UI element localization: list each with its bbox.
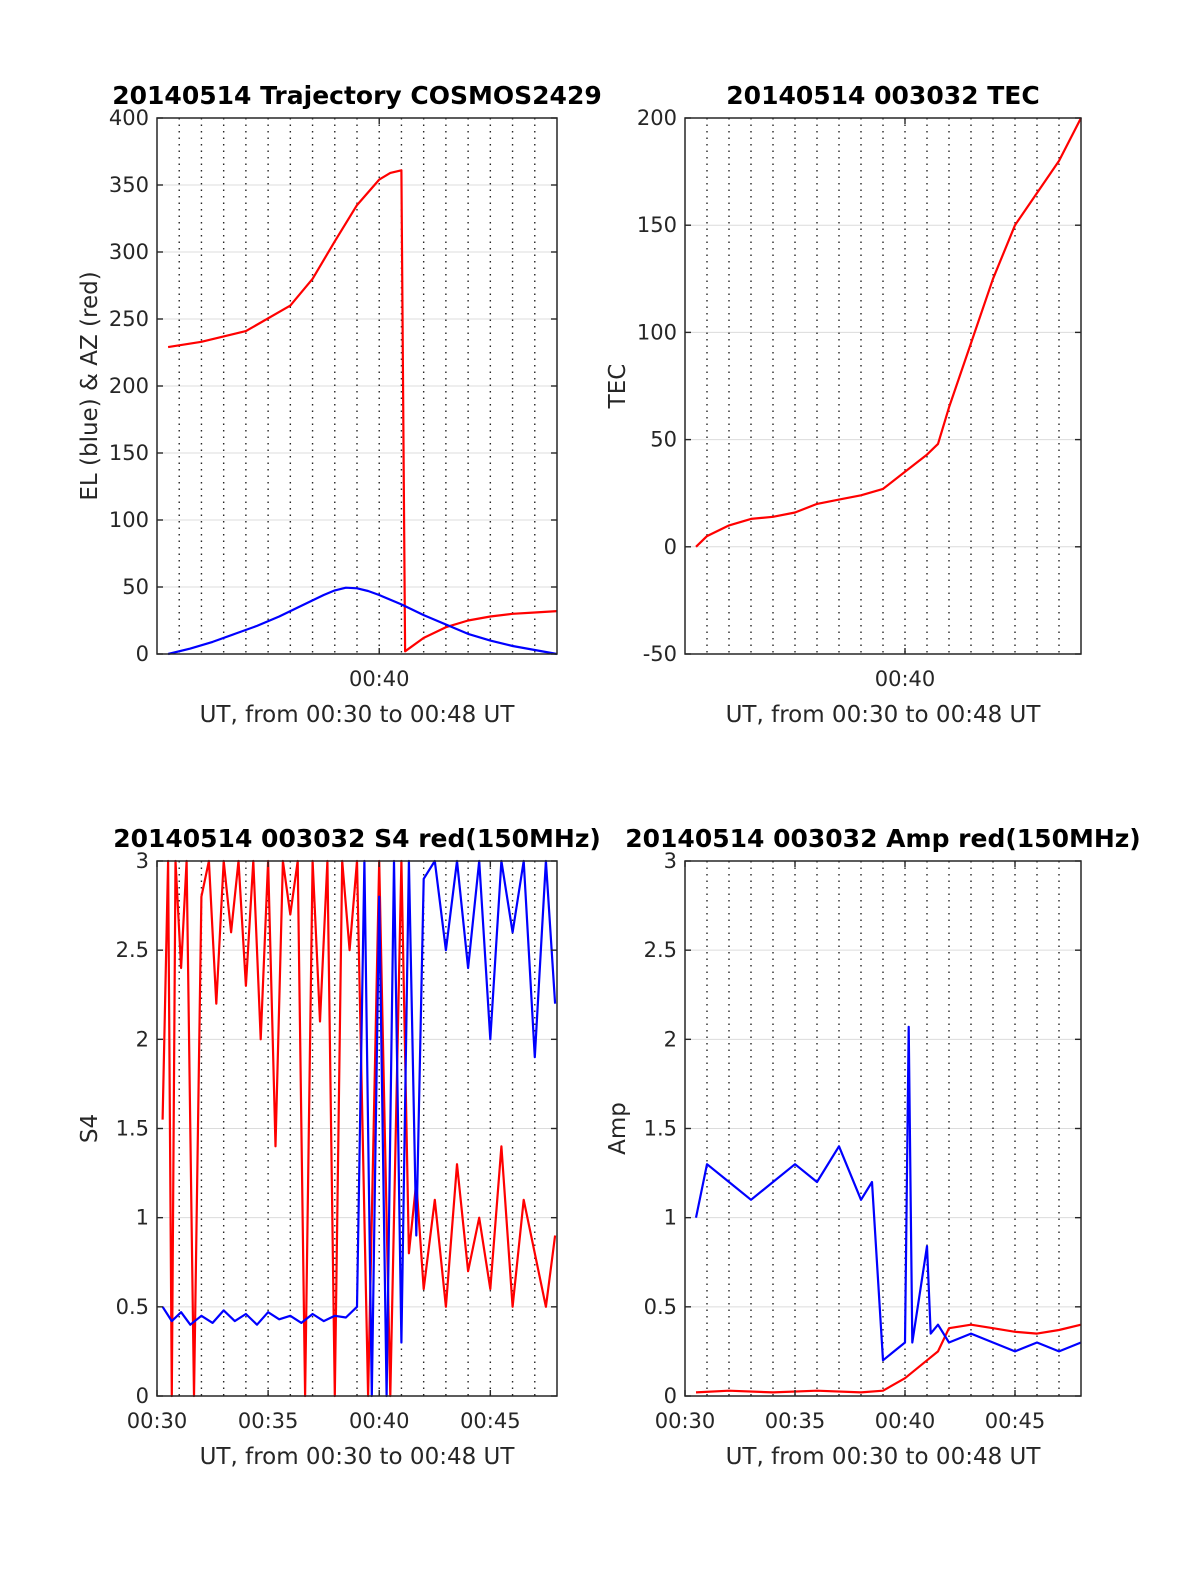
y-axis-label: Amp — [605, 1102, 631, 1155]
x-axis-label: UT, from 00:30 to 00:48 UT — [726, 702, 1042, 728]
y-tick-label: 300 — [109, 240, 149, 264]
y-tick-label: 50 — [650, 428, 677, 452]
y-tick-label: 3 — [664, 849, 677, 873]
x-axis-label: UT, from 00:30 to 00:48 UT — [200, 1444, 516, 1470]
y-tick-label: 0 — [136, 1384, 149, 1408]
y-tick-label: 0 — [664, 1384, 677, 1408]
series-lines — [167, 169, 558, 656]
ticks: 0 0.5 1 1.5 2 2.5 3 00:30 00:35 00:40 00:45 — [644, 849, 1081, 1433]
panel-amp: 0 0.5 1 1.5 2 2.5 3 00:30 00:35 00:40 00:45 201405… — [605, 824, 1141, 1470]
axes-box — [684, 117, 1082, 655]
x-tick-label: 00:40 — [875, 667, 936, 691]
panel-trajectory: 0 50 100 150 200 250 300 350 400 00:40 20140514 T… — [77, 81, 602, 728]
x-tick-label: 00:45 — [985, 1409, 1046, 1433]
y-tick-label: 100 — [109, 508, 149, 532]
ticks: 0 50 100 150 200 250 300 350 400 00:40 — [109, 106, 557, 691]
x-axis-label: UT, from 00:30 to 00:48 UT — [726, 1444, 1042, 1470]
series-lines — [695, 117, 1082, 548]
y-tick-label: 2.5 — [644, 938, 677, 962]
y-axis-label: TEC — [605, 364, 631, 410]
x-tick-label: 00:40 — [349, 667, 410, 691]
y-axis-label: S4 — [77, 1114, 103, 1143]
chart-title: 20140514 Trajectory COSMOS2429 — [112, 81, 602, 110]
y-tick-label: 1.5 — [116, 1117, 149, 1141]
y-tick-label: -50 — [643, 642, 677, 666]
y-tick-label: 250 — [109, 307, 149, 331]
y-tick-label: 1.5 — [644, 1117, 677, 1141]
y-tick-label: 400 — [109, 106, 149, 130]
ticks: -50 0 50 100 150 200 00:40 — [637, 106, 1081, 691]
x-tick-label: 00:35 — [238, 1409, 299, 1433]
series-line — [695, 117, 1082, 548]
x-tick-label: 00:40 — [875, 1409, 936, 1433]
x-axis-label: UT, from 00:30 to 00:48 UT — [200, 702, 516, 728]
series-line — [161, 859, 557, 1398]
series-line — [161, 859, 557, 1398]
grid-lines — [685, 117, 1081, 655]
y-tick-label: 2.5 — [116, 938, 149, 962]
y-tick-label: 150 — [637, 213, 677, 237]
y-tick-label: 0 — [664, 535, 677, 559]
panel-tec: -50 0 50 100 150 200 00:40 20140514 003032 TEC… — [605, 81, 1082, 728]
y-axis-label: EL (blue) & AZ (red) — [77, 271, 103, 500]
panel-s4: 0 0.5 1 1.5 2 2.5 3 00:30 00:35 00:40 00:45 201405… — [77, 824, 601, 1470]
chart-title: 20140514 003032 Amp red(150MHz) — [625, 824, 1141, 853]
y-tick-label: 0.5 — [644, 1295, 677, 1319]
series-line — [167, 169, 558, 653]
y-tick-label: 200 — [637, 106, 677, 130]
y-tick-label: 2 — [664, 1027, 677, 1051]
x-tick-label: 00:35 — [765, 1409, 826, 1433]
y-tick-label: 0 — [136, 642, 149, 666]
ticks: 0 0.5 1 1.5 2 2.5 3 00:30 00:35 00:40 00:45 — [116, 849, 557, 1433]
y-tick-label: 2 — [136, 1027, 149, 1051]
series-lines — [161, 859, 557, 1398]
series-line — [167, 586, 558, 656]
y-tick-label: 150 — [109, 441, 149, 465]
y-tick-label: 50 — [122, 575, 149, 599]
x-tick-label: 00:40 — [349, 1409, 410, 1433]
y-tick-label: 1 — [136, 1206, 149, 1230]
x-tick-label: 00:30 — [655, 1409, 716, 1433]
chart-title: 20140514 003032 S4 red(150MHz) — [113, 824, 601, 853]
x-tick-label: 00:30 — [127, 1409, 188, 1433]
grid-lines — [157, 117, 557, 655]
y-tick-label: 3 — [136, 849, 149, 873]
y-tick-label: 200 — [109, 374, 149, 398]
y-tick-label: 0.5 — [116, 1295, 149, 1319]
x-tick-label: 00:45 — [460, 1409, 521, 1433]
y-tick-label: 1 — [664, 1206, 677, 1230]
y-tick-label: 350 — [109, 173, 149, 197]
series-line — [694, 1025, 1082, 1362]
y-tick-label: 100 — [637, 320, 677, 344]
chart-title: 20140514 003032 TEC — [726, 81, 1039, 110]
